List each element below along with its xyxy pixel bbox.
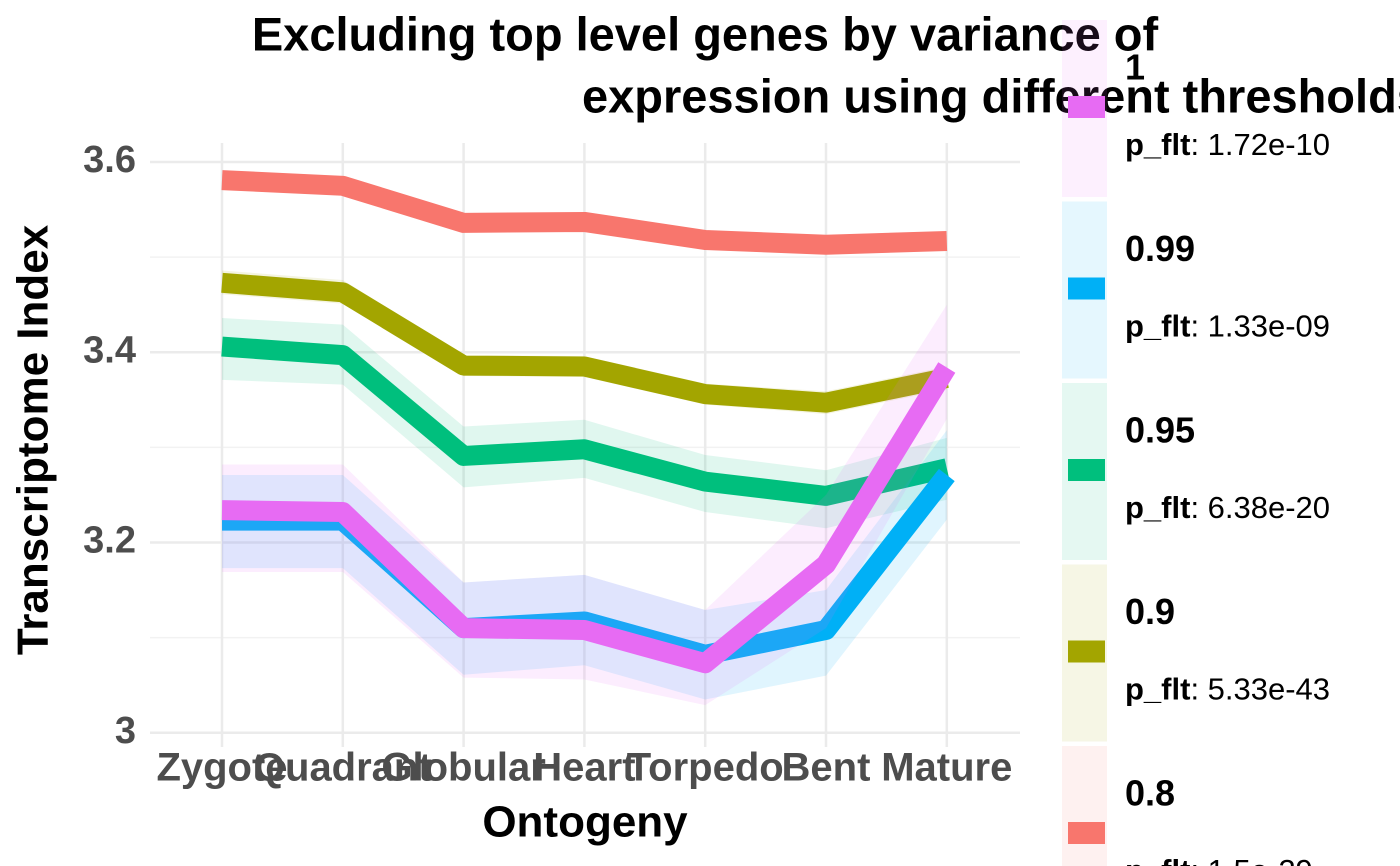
legend-swatch xyxy=(1068,96,1105,118)
stat-value: : 1.5e-29 xyxy=(1190,853,1312,866)
x-tick-label: Quadrant xyxy=(254,746,432,790)
stat-value: : 5.33e-43 xyxy=(1190,672,1330,707)
x-tick-label: Globular xyxy=(381,746,545,790)
y-axis-title: Transcriptome Index xyxy=(9,224,58,655)
stat-value: : 6.38e-20 xyxy=(1190,490,1330,525)
y-tick-label: 3.6 xyxy=(83,139,136,181)
series-line xyxy=(221,362,956,674)
chart-title: expression using different thresholds xyxy=(582,69,1400,122)
legend-label: 0.8 xyxy=(1125,773,1175,814)
legend-label: 1 xyxy=(1125,47,1145,88)
confidence-ribbon xyxy=(222,318,947,529)
confidence-ribbon xyxy=(222,430,947,700)
stat-label: p_flt xyxy=(1125,309,1190,344)
legend-swatch xyxy=(1068,277,1105,300)
series-line xyxy=(221,170,948,255)
stat-label: p_flt xyxy=(1125,490,1190,525)
x-tick-label: Heart xyxy=(533,746,635,790)
chart-title: Excluding top level genes by variance of xyxy=(252,7,1159,60)
legend-stat: p_flt: 1.72e-10 xyxy=(1125,127,1330,162)
x-tick-label: Bent xyxy=(782,746,871,790)
series-line xyxy=(221,336,950,506)
x-tick-label: Zygote xyxy=(156,746,287,790)
legend-stat: p_flt: 6.38e-20 xyxy=(1125,490,1330,525)
plot xyxy=(221,170,956,706)
legend-swatch xyxy=(1068,640,1105,663)
stat-value: : 1.33e-09 xyxy=(1190,309,1330,344)
legend-stat: p_flt: 1.33e-09 xyxy=(1125,309,1330,344)
legend-key-background xyxy=(1062,746,1107,866)
legend-label: 0.99 xyxy=(1125,228,1195,269)
x-tick-label: Torpedo xyxy=(627,746,784,790)
x-axis-title: Ontogeny xyxy=(482,798,688,847)
legend: 1p_flt: 1.72e-100.99p_flt: 1.33e-090.95p… xyxy=(1062,20,1330,866)
stat-label: p_flt xyxy=(1125,853,1190,866)
legend-label: 0.9 xyxy=(1125,591,1175,632)
x-tick-label: Mature xyxy=(881,746,1012,790)
stat-value: : 1.72e-10 xyxy=(1190,127,1330,162)
legend-label: 0.95 xyxy=(1125,410,1195,451)
stat-label: p_flt xyxy=(1125,127,1190,162)
legend-stat: p_flt: 1.5e-29 xyxy=(1125,853,1313,866)
y-tick-label: 3.2 xyxy=(83,520,136,562)
y-tick-label: 3 xyxy=(115,710,136,752)
legend-stat: p_flt: 5.33e-43 xyxy=(1125,672,1330,707)
stat-label: p_flt xyxy=(1125,672,1190,707)
legend-swatch xyxy=(1068,822,1105,844)
y-tick-label: 3.4 xyxy=(83,329,136,371)
series-line xyxy=(221,272,949,413)
legend-swatch xyxy=(1068,459,1105,481)
